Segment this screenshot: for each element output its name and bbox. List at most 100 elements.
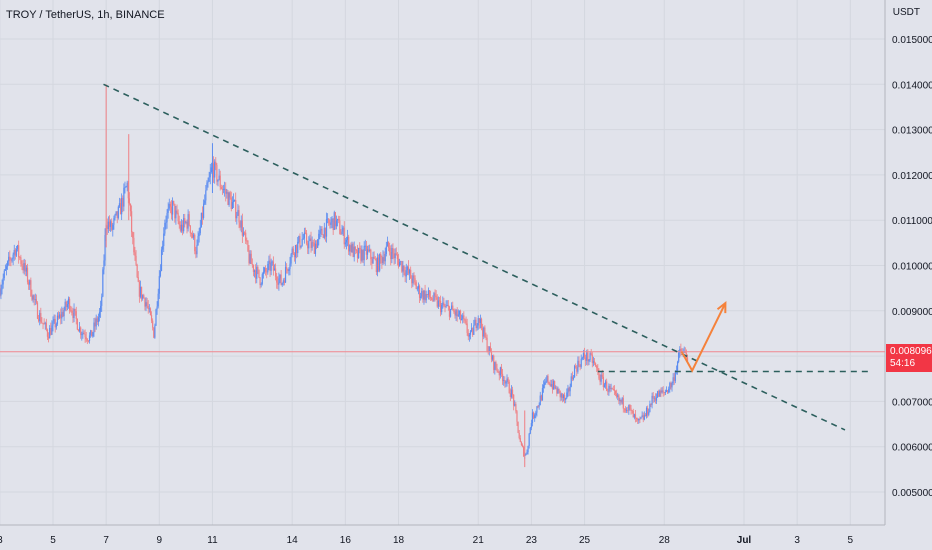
candle-body bbox=[645, 407, 648, 416]
candle-body bbox=[488, 346, 490, 352]
candle-body bbox=[174, 203, 176, 219]
candle-body bbox=[383, 257, 385, 262]
candle-body bbox=[114, 214, 116, 219]
candle-body bbox=[565, 398, 567, 400]
candle-body bbox=[81, 334, 83, 336]
candle-body bbox=[586, 352, 588, 361]
candle-body bbox=[568, 388, 570, 392]
candle-body bbox=[566, 392, 568, 399]
candle-body bbox=[526, 452, 528, 455]
candle-body bbox=[652, 395, 654, 399]
candle-body bbox=[377, 257, 380, 271]
candle-body bbox=[573, 366, 576, 378]
candle-body bbox=[532, 412, 535, 419]
candle-body bbox=[96, 318, 98, 322]
candle-body bbox=[225, 188, 227, 194]
candle-body bbox=[303, 232, 305, 239]
candle-body bbox=[396, 254, 398, 259]
candle-body bbox=[401, 261, 403, 272]
candle-body bbox=[500, 367, 503, 374]
candle-body bbox=[125, 186, 127, 188]
candle-body bbox=[484, 327, 486, 337]
candle-body bbox=[241, 220, 243, 236]
candle-body bbox=[623, 408, 626, 410]
candle-body bbox=[369, 249, 371, 252]
candle-body bbox=[489, 346, 492, 353]
candle-body bbox=[263, 268, 266, 272]
candle-body bbox=[492, 355, 494, 360]
candle-body bbox=[291, 248, 293, 255]
candle-body bbox=[343, 227, 345, 245]
candle-body bbox=[535, 412, 537, 416]
candle-body bbox=[257, 266, 259, 270]
candle-body bbox=[633, 414, 635, 418]
candle-body bbox=[149, 308, 152, 316]
current-price-tag: 0.008096 54:16 bbox=[886, 343, 932, 372]
candle-body bbox=[472, 328, 474, 335]
candle-body bbox=[439, 300, 442, 313]
candle-body bbox=[18, 245, 20, 258]
candle-body bbox=[187, 214, 189, 229]
candle-body bbox=[42, 322, 44, 324]
candle-body bbox=[452, 305, 454, 311]
candle-body bbox=[200, 212, 202, 228]
candle-body bbox=[515, 404, 517, 412]
candle-body bbox=[649, 404, 651, 413]
candle-body bbox=[624, 408, 627, 411]
candle-body bbox=[381, 257, 383, 264]
candle-body bbox=[631, 410, 633, 411]
candle-body bbox=[55, 323, 57, 328]
candle-body bbox=[486, 337, 488, 352]
candle-body bbox=[84, 334, 86, 338]
candle-body bbox=[425, 294, 427, 301]
candle-body bbox=[466, 323, 468, 333]
candle-body bbox=[87, 340, 90, 342]
candle-body bbox=[78, 327, 81, 332]
candle-body bbox=[375, 259, 377, 272]
candle-body bbox=[189, 225, 191, 234]
candle-body bbox=[271, 261, 273, 263]
candle-body bbox=[597, 368, 599, 372]
candle-body bbox=[513, 394, 515, 406]
candle-body bbox=[126, 182, 128, 187]
candle-body bbox=[10, 259, 12, 261]
candle-body bbox=[503, 379, 505, 381]
candle-body bbox=[180, 224, 183, 231]
current-price-value: 0.008096 bbox=[890, 345, 932, 357]
candle-body bbox=[318, 233, 320, 240]
candle-body bbox=[400, 261, 402, 262]
candle-body bbox=[196, 244, 198, 255]
candle-body bbox=[607, 390, 609, 392]
candle-body bbox=[112, 224, 114, 230]
candle-body bbox=[382, 257, 384, 264]
candle-body bbox=[322, 234, 324, 238]
candle-body bbox=[178, 221, 180, 225]
x-tick-label: 5 bbox=[50, 535, 56, 546]
candle-body bbox=[562, 395, 565, 398]
y-tick-label: 0.015000 bbox=[892, 35, 932, 46]
candle-body bbox=[314, 243, 317, 254]
candle-body bbox=[536, 406, 538, 413]
candle-body bbox=[53, 318, 55, 322]
x-tick-label: 3 bbox=[794, 535, 800, 546]
candle-body bbox=[548, 382, 550, 384]
candle-body bbox=[346, 236, 349, 240]
y-tick-label: 0.005000 bbox=[892, 488, 932, 499]
candle-body bbox=[467, 332, 469, 337]
candle-body bbox=[153, 327, 155, 338]
candle-body bbox=[348, 236, 350, 252]
candle-body bbox=[146, 302, 148, 306]
candle-body bbox=[227, 192, 229, 205]
candle-body bbox=[278, 278, 280, 285]
candle-body bbox=[358, 247, 360, 259]
candle-body bbox=[4, 269, 6, 271]
candle-body bbox=[123, 187, 125, 207]
candle-body bbox=[224, 188, 226, 190]
candle-body bbox=[585, 357, 587, 361]
candle-body bbox=[542, 385, 545, 388]
candle-body bbox=[366, 249, 369, 255]
candle-body bbox=[3, 270, 5, 279]
candle-body bbox=[147, 305, 149, 309]
